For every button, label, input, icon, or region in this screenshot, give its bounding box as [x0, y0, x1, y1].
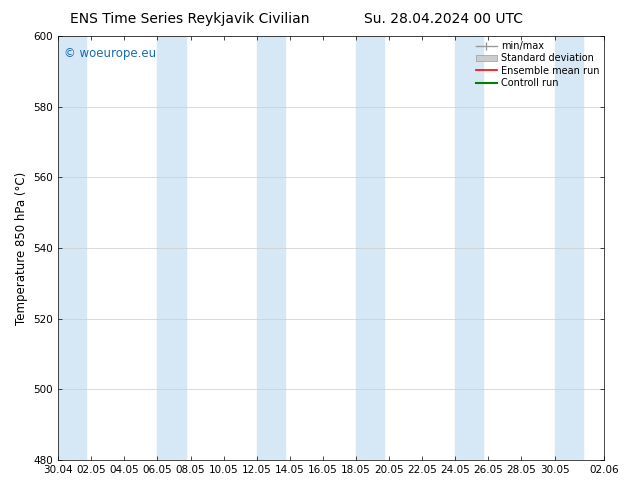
Text: © woeurope.eu: © woeurope.eu — [63, 47, 156, 60]
Bar — [257, 36, 285, 460]
Legend: min/max, Standard deviation, Ensemble mean run, Controll run: min/max, Standard deviation, Ensemble me… — [474, 39, 601, 90]
Y-axis label: Temperature 850 hPa (°C): Temperature 850 hPa (°C) — [15, 172, 28, 325]
Bar — [555, 36, 583, 460]
Text: ENS Time Series Reykjavik Civilian: ENS Time Series Reykjavik Civilian — [70, 12, 310, 26]
Text: Su. 28.04.2024 00 UTC: Su. 28.04.2024 00 UTC — [365, 12, 523, 26]
Bar — [157, 36, 186, 460]
Bar — [356, 36, 384, 460]
Bar — [455, 36, 483, 460]
Bar — [58, 36, 86, 460]
